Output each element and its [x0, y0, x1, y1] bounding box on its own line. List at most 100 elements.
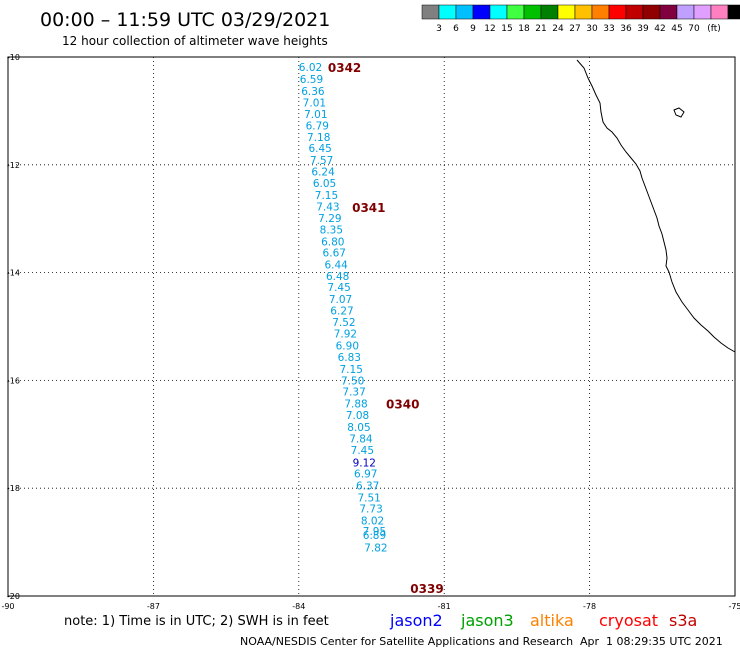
- legend-label: 18: [518, 24, 530, 34]
- legend-label: 15: [501, 24, 512, 34]
- mission-label: s3a: [669, 611, 697, 630]
- wave-height-label: 7.92: [334, 329, 357, 341]
- pass-time-label: 0341: [352, 201, 385, 215]
- wave-height-label: 6.90: [336, 340, 359, 352]
- lon-tick-label: -75: [728, 602, 740, 611]
- lat-tick-label: -12: [7, 161, 20, 170]
- lat-tick-label: -14: [7, 269, 20, 278]
- mission-legend: jason2 jason3 altika cryosat s3a: [389, 611, 697, 630]
- lat-tick-label: -10: [7, 53, 20, 62]
- pass-time-label: 0339: [410, 582, 443, 596]
- lat-tick-label: -20: [7, 592, 20, 601]
- wave-height-label: 7.51: [357, 492, 380, 504]
- legend-swatch: [455, 4, 474, 20]
- mission-label: jason2: [389, 611, 443, 630]
- wave-height-label: 7.84: [349, 434, 373, 446]
- lon-tick-label: -90: [1, 602, 14, 611]
- wave-height-label: 6.02: [299, 62, 322, 74]
- wave-height-label: 7.15: [340, 364, 363, 376]
- footer-note: note: 1) Time is in UTC; 2) SWH is in fe…: [64, 614, 329, 629]
- page-title: 00:00 – 11:59 UTC 03/29/2021: [40, 9, 330, 31]
- wave-height-label: 7.07: [329, 294, 352, 306]
- legend-swatch: [710, 4, 729, 20]
- wave-height-label: 8.02: [361, 516, 384, 528]
- wave-height-label: 6.37: [356, 481, 379, 493]
- legend-swatch: [608, 4, 627, 20]
- color-legend: 3 6 9 12 15 18 21 24 27 30 33 36 39 42 45 70: [421, 4, 740, 34]
- wave-height-label: 7.29: [318, 213, 341, 225]
- wave-height-label: 6.27: [330, 305, 353, 317]
- wave-height-labels: 6.026.596.367.017.016.797.186.457.576.24…: [299, 62, 388, 554]
- mission-label: jason3: [460, 611, 514, 630]
- legend-label: 24: [552, 24, 564, 34]
- mission-label: cryosat: [599, 611, 658, 630]
- legend-label: 45: [671, 24, 682, 34]
- legend-label: 70: [688, 24, 700, 34]
- wave-height-label: 7.15: [315, 190, 338, 202]
- legend-swatch: [438, 4, 457, 20]
- wave-height-label: 7.95: [363, 526, 386, 538]
- coastline: [576, 59, 736, 353]
- wave-height-label: 6.79: [306, 120, 329, 132]
- lon-tick-label: -87: [147, 602, 160, 611]
- legend-swatch: [727, 4, 740, 20]
- legend-swatch: [489, 4, 508, 20]
- legend-swatch: [625, 4, 644, 20]
- pass-time-label: 0340: [386, 398, 419, 412]
- wave-height-label: 6.59: [300, 74, 323, 86]
- wave-height-label: 6.05: [313, 178, 336, 190]
- footer-credit: NOAA/NESDIS Center for Satellite Applica…: [240, 635, 573, 648]
- lon-tick-label: -81: [438, 602, 451, 611]
- axis-tick-labels: -90 -87 -84 -81 -78 -75 -10 -12 -14 -16 -18 -20: [1, 53, 740, 611]
- legend-label: 39: [637, 24, 649, 34]
- wave-height-label: 7.01: [304, 109, 327, 121]
- wave-height-label: 8.35: [320, 224, 343, 236]
- wave-height-label: 6.45: [308, 143, 331, 155]
- pass-time-labels: 0342 0341 0340 0339: [328, 61, 444, 596]
- wave-height-label: 7.88: [344, 399, 367, 411]
- wave-height-label: 7.08: [346, 410, 369, 422]
- wave-height-label: 7.52: [332, 317, 355, 329]
- wave-height-label: 6.89: [363, 530, 386, 542]
- wave-height-label: 7.50: [341, 375, 364, 387]
- wave-height-label: 6.24: [311, 166, 335, 178]
- island-outline: [673, 107, 685, 118]
- lat-tick-label: -18: [7, 484, 20, 493]
- legend-swatch: [523, 4, 542, 20]
- legend-label: 21: [535, 24, 546, 34]
- legend-label: 3: [436, 24, 442, 34]
- lon-tick-label: -84: [292, 602, 305, 611]
- wave-height-label: 7.37: [342, 387, 365, 399]
- legend-label: 6: [453, 24, 459, 34]
- map-frame: [7, 56, 736, 597]
- wave-height-label: 7.82: [364, 542, 387, 554]
- wave-height-label: 7.45: [327, 282, 350, 294]
- wave-height-label: 6.36: [301, 86, 325, 98]
- wave-height-label: 6.97: [354, 469, 377, 481]
- legend-swatch: [574, 4, 593, 20]
- legend-swatch: [506, 4, 525, 20]
- wave-height-label: 7.43: [316, 201, 339, 213]
- lat-tick-label: -16: [7, 376, 20, 385]
- legend-label: 27: [569, 24, 580, 34]
- wave-height-label: 9.12: [353, 457, 376, 469]
- wave-height-label: 6.83: [338, 352, 361, 364]
- legend-swatch: [421, 4, 440, 20]
- wave-height-label: 6.67: [323, 248, 346, 260]
- legend-swatch: [540, 4, 559, 20]
- legend-swatch: [642, 4, 661, 20]
- legend-label: 36: [620, 24, 632, 34]
- legend-swatch: [591, 4, 610, 20]
- legend-label: 12: [484, 24, 495, 34]
- legend-swatch: [693, 4, 712, 20]
- legend-swatch: [676, 4, 695, 20]
- wave-height-label: 7.45: [351, 445, 374, 457]
- legend-swatch: [659, 4, 678, 20]
- legend-label: 33: [603, 24, 614, 34]
- wave-height-label: 8.05: [347, 422, 370, 434]
- legend-label: 9: [470, 24, 476, 34]
- wave-height-label: 7.73: [359, 504, 382, 516]
- page-subtitle: 12 hour collection of altimeter wave hei…: [62, 34, 328, 48]
- legend-swatch: [557, 4, 576, 20]
